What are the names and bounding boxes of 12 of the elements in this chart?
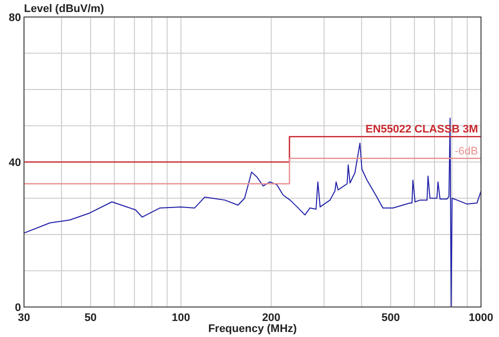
x-axis-title: Frequency (MHz) <box>208 323 298 335</box>
y-tick-label: 80 <box>8 12 21 24</box>
x-tick-label: 50 <box>84 312 97 324</box>
x-tick-label: 1000 <box>468 312 494 324</box>
y-tick-label: 40 <box>8 157 21 169</box>
x-tick-label: 30 <box>18 312 30 324</box>
series-label: -6dB <box>454 145 478 158</box>
x-tick-label: 100 <box>172 312 190 324</box>
y-tick-label: 0 <box>14 302 21 314</box>
y-axis-title: Level (dBuV/m) <box>24 3 104 15</box>
x-tick-label: 200 <box>262 312 280 324</box>
x-tick-label: 500 <box>381 312 400 324</box>
